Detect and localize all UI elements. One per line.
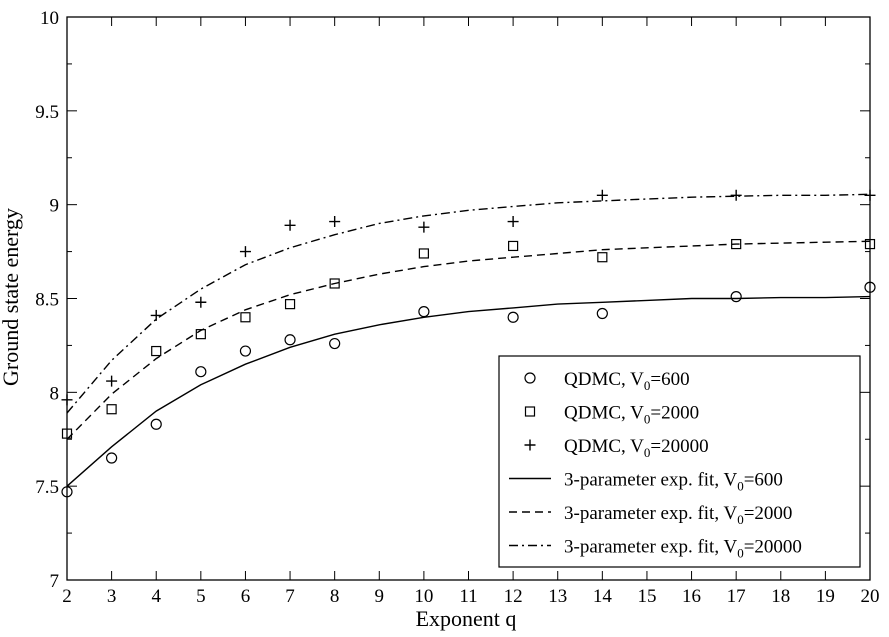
data-point xyxy=(240,312,251,323)
data-point xyxy=(418,221,430,233)
data-point xyxy=(106,375,118,387)
legend-entry-label: QDMC, V0=2000 xyxy=(564,403,699,427)
fit-line-4 xyxy=(66,240,871,440)
data-point xyxy=(195,296,207,308)
x-tick-label: 2 xyxy=(62,586,72,607)
x-tick-label: 19 xyxy=(816,586,835,607)
x-tick-label: 20 xyxy=(861,586,880,607)
x-tick-label: 17 xyxy=(727,586,746,607)
x-tick-label: 5 xyxy=(196,586,206,607)
x-tick-label: 4 xyxy=(151,586,161,607)
x-tick-label: 8 xyxy=(330,586,340,607)
x-axis-label: Exponent q xyxy=(416,606,517,631)
legend-marker xyxy=(524,372,536,384)
data-point xyxy=(507,216,519,228)
legend-entry-label: 3-parameter exp. fit, V0=20000 xyxy=(564,537,802,561)
legend-marker xyxy=(524,439,536,451)
x-tick-label: 6 xyxy=(241,586,251,607)
x-tick-label: 7 xyxy=(285,586,295,607)
fit-line-3 xyxy=(66,295,871,487)
legend-box xyxy=(498,355,861,568)
data-point xyxy=(284,219,296,231)
data-point xyxy=(418,306,430,318)
x-tick-label: 3 xyxy=(107,586,117,607)
y-axis-label: Ground state energy xyxy=(0,208,23,386)
legend-entry-label: QDMC, V0=600 xyxy=(564,369,690,393)
data-point xyxy=(284,299,296,310)
data-point xyxy=(150,418,162,430)
y-tick-label: 10 xyxy=(40,8,59,29)
x-tick-label: 16 xyxy=(682,586,701,607)
data-point xyxy=(239,345,252,357)
x-tick-label: 10 xyxy=(414,586,433,607)
data-point xyxy=(150,309,162,321)
y-tick-label: 8.5 xyxy=(35,290,59,311)
legend-entry-label: 3-parameter exp. fit, V0=2000 xyxy=(564,503,792,527)
y-tick-label: 8 xyxy=(50,383,60,404)
data-point xyxy=(730,189,742,201)
legend-entry-label: 3-parameter exp. fit, V0=600 xyxy=(564,470,783,494)
x-tick-label: 12 xyxy=(504,586,523,607)
x-tick-label: 18 xyxy=(771,586,790,607)
data-point xyxy=(730,291,742,303)
y-tick-label: 7 xyxy=(50,571,60,592)
y-tick-label: 9 xyxy=(50,196,60,217)
data-point xyxy=(596,307,608,320)
x-tick-label: 15 xyxy=(637,586,656,607)
legend-marker xyxy=(524,406,536,417)
axes: 2 3 4 5 6 7 8 9 10 11 12 13 14 15 16 17 18 19 20 7 7.5 8 8.5 9 9… xyxy=(35,8,879,607)
data-point xyxy=(507,311,519,323)
y-tick-label: 7.5 xyxy=(35,477,59,498)
data-point xyxy=(418,248,429,259)
data-point xyxy=(239,246,251,258)
x-tick-label: 13 xyxy=(548,586,567,607)
y-tick-label: 9.5 xyxy=(35,102,59,123)
x-tick-label: 14 xyxy=(593,586,613,607)
data-point xyxy=(195,366,207,378)
data-point xyxy=(329,278,340,289)
data-point xyxy=(329,337,341,350)
data-point xyxy=(596,189,608,201)
data-point xyxy=(151,345,162,357)
data-point xyxy=(106,452,118,464)
plot-area xyxy=(61,189,876,498)
fit-line-5 xyxy=(66,193,871,414)
x-tick-label: 9 xyxy=(375,586,385,607)
x-tick-label: 11 xyxy=(459,586,477,607)
data-point xyxy=(106,404,117,415)
data-point xyxy=(329,216,341,228)
data-point xyxy=(284,334,296,346)
data-point xyxy=(508,240,519,252)
legend-entry-label: QDMC, V0=20000 xyxy=(564,436,709,460)
legend: QDMC, V0=600 QDMC, V0=2000 QDMC, V0=20000 3… xyxy=(498,355,861,568)
data-point xyxy=(597,252,608,263)
